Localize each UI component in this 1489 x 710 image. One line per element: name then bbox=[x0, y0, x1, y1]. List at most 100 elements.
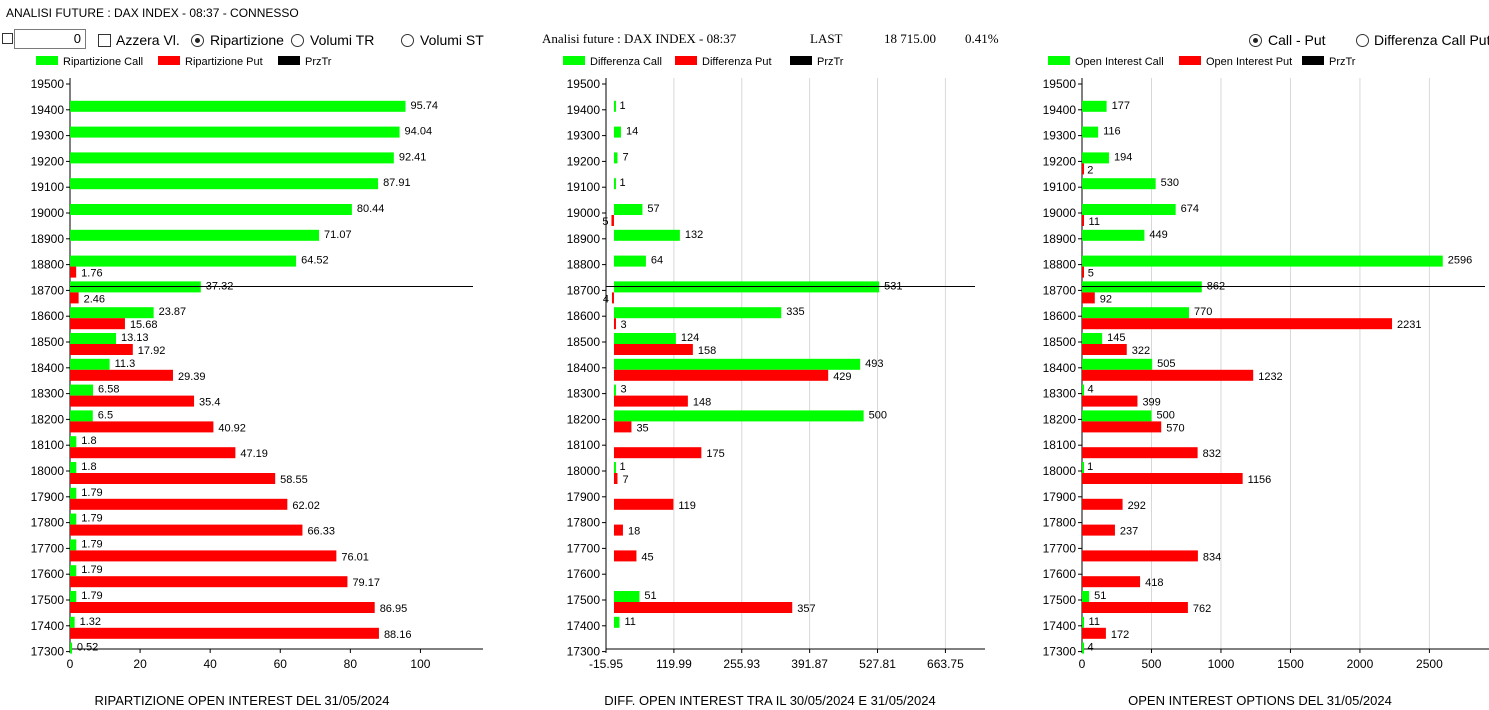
call-value-label: 57 bbox=[647, 203, 659, 215]
put-value-label: 47.19 bbox=[240, 448, 268, 460]
put-value-label: 322 bbox=[1132, 345, 1150, 357]
y-tick-label: 19300 bbox=[567, 129, 601, 143]
put-value-label: 1.76 bbox=[81, 268, 102, 280]
call-bar bbox=[613, 100, 616, 112]
call-bar bbox=[70, 255, 297, 267]
azzera-label[interactable]: Azzera Vl. bbox=[116, 32, 180, 48]
radio-ripartizione-label[interactable]: Ripartizione bbox=[210, 32, 284, 48]
put-bar bbox=[70, 473, 276, 484]
y-tick-label: 17800 bbox=[1043, 516, 1077, 530]
put-value-label: 92 bbox=[1100, 293, 1112, 305]
call-bar bbox=[613, 410, 864, 422]
radio-volumi-st[interactable] bbox=[401, 34, 414, 47]
call-value-label: 4 bbox=[1088, 384, 1094, 396]
put-bar bbox=[70, 627, 379, 639]
y-tick-label: 18600 bbox=[1043, 309, 1077, 323]
call-bar bbox=[1082, 616, 1084, 628]
left-edge-checkbox[interactable] bbox=[2, 33, 13, 44]
call-bar bbox=[70, 539, 77, 551]
number-input[interactable]: 0 bbox=[14, 29, 86, 49]
legend-label: Open Interest Call bbox=[1075, 56, 1164, 68]
call-bar bbox=[70, 513, 77, 525]
y-tick-label: 19400 bbox=[31, 103, 65, 117]
put-bar bbox=[70, 266, 77, 278]
put-bar bbox=[70, 344, 133, 355]
y-tick-label: 18100 bbox=[31, 438, 65, 452]
put-bar bbox=[613, 421, 632, 433]
call-value-label: 2596 bbox=[1448, 255, 1472, 267]
radio-call-put[interactable] bbox=[1249, 34, 1262, 47]
radio-volumi-tr[interactable] bbox=[291, 34, 304, 47]
put-value-label: 58.55 bbox=[280, 474, 308, 486]
call-bar bbox=[70, 100, 406, 112]
put-bar bbox=[1082, 602, 1188, 613]
y-tick-label: 19500 bbox=[31, 77, 65, 91]
y-tick-label: 18500 bbox=[1043, 335, 1077, 349]
call-bar bbox=[70, 152, 394, 164]
x-tick-label: 1500 bbox=[1277, 657, 1304, 671]
call-value-label: 124 bbox=[681, 332, 699, 344]
legend-swatch-prztr bbox=[790, 56, 812, 65]
y-tick-label: 19100 bbox=[1043, 180, 1077, 194]
put-value-label: 1156 bbox=[1248, 474, 1272, 486]
put-bar bbox=[613, 344, 693, 355]
put-value-label: 29.39 bbox=[178, 371, 206, 383]
radio-diff-call-put[interactable] bbox=[1356, 34, 1369, 47]
y-tick-label: 18000 bbox=[1043, 464, 1077, 478]
put-value-label: 88.16 bbox=[384, 629, 412, 641]
y-tick-label: 18000 bbox=[31, 464, 65, 478]
y-tick-label: 19500 bbox=[567, 77, 601, 91]
y-tick-label: 17700 bbox=[567, 541, 601, 555]
radio-call-put-label[interactable]: Call - Put bbox=[1268, 32, 1326, 48]
call-bar bbox=[1082, 358, 1153, 370]
call-bar bbox=[613, 333, 676, 344]
radio-volumi-tr-label[interactable]: Volumi TR bbox=[310, 32, 375, 48]
call-value-label: 145 bbox=[1107, 332, 1125, 344]
put-value-label: 175 bbox=[706, 448, 724, 460]
call-bar bbox=[1082, 178, 1156, 190]
chart-differenza: Differenza Call Differenza Put PrzTr 19500 1… bbox=[563, 56, 985, 708]
y-tick-label: 18600 bbox=[31, 309, 65, 323]
y-tick-label: 19000 bbox=[567, 206, 601, 220]
radio-volumi-st-label[interactable]: Volumi ST bbox=[420, 32, 484, 48]
call-value-label: 1.32 bbox=[80, 616, 101, 628]
call-value-label: 449 bbox=[1149, 229, 1167, 241]
y-tick-label: 17400 bbox=[31, 619, 65, 633]
y-tick-label: 19000 bbox=[1043, 206, 1077, 220]
y-tick-label: 18000 bbox=[567, 464, 601, 478]
call-value-label: 674 bbox=[1181, 203, 1199, 215]
x-tick-label: 2500 bbox=[1416, 657, 1443, 671]
radio-diff-call-put-label[interactable]: Differenza Call Put bbox=[1374, 32, 1489, 48]
x-tick-label: 663.75 bbox=[927, 657, 964, 671]
legend-label: PrzTr bbox=[817, 56, 844, 68]
y-tick-label: 18800 bbox=[567, 258, 601, 272]
call-bar bbox=[70, 565, 77, 577]
azzera-checkbox[interactable] bbox=[98, 34, 111, 47]
y-tick-label: 19300 bbox=[1043, 129, 1077, 143]
put-value-label: 2.46 bbox=[84, 293, 105, 305]
x-tick-label: 100 bbox=[410, 657, 430, 671]
put-bar bbox=[1082, 447, 1198, 459]
call-value-label: 71.07 bbox=[324, 229, 352, 241]
chart-title: DIFF. OPEN INTEREST TRA IL 30/05/2024 E … bbox=[604, 693, 935, 708]
legend-swatch-put bbox=[1179, 56, 1201, 65]
put-bar bbox=[1082, 215, 1084, 226]
put-bar bbox=[1082, 524, 1115, 536]
x-tick-label: 40 bbox=[203, 657, 217, 671]
call-value-label: 87.91 bbox=[383, 177, 411, 189]
call-bar bbox=[70, 591, 77, 602]
radio-ripartizione[interactable] bbox=[191, 34, 204, 47]
y-tick-label: 19300 bbox=[31, 129, 65, 143]
chart-title: OPEN INTEREST OPTIONS DEL 31/05/2024 bbox=[1128, 693, 1392, 708]
legend-swatch-call bbox=[1048, 56, 1070, 65]
last-label: LAST bbox=[810, 31, 843, 46]
call-value-label: 0.52 bbox=[77, 642, 98, 654]
put-bar bbox=[70, 395, 195, 407]
put-bar bbox=[1082, 395, 1138, 407]
put-value-label: 762 bbox=[1193, 603, 1211, 615]
call-value-label: 500 bbox=[1156, 409, 1174, 421]
call-value-label: 1.79 bbox=[81, 513, 102, 525]
y-tick-label: 19500 bbox=[1043, 77, 1077, 91]
call-value-label: 530 bbox=[1161, 177, 1179, 189]
put-value-label: 35 bbox=[636, 422, 648, 434]
